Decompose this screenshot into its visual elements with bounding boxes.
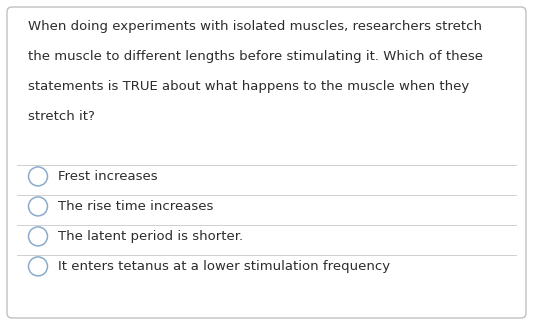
Text: It enters tetanus at a lower stimulation frequency: It enters tetanus at a lower stimulation… — [58, 260, 390, 273]
FancyBboxPatch shape — [7, 7, 526, 318]
Text: Frest increases: Frest increases — [58, 170, 158, 183]
Text: statements is TRUE about what happens to the muscle when they: statements is TRUE about what happens to… — [28, 80, 469, 93]
Text: the muscle to different lengths before stimulating it. Which of these: the muscle to different lengths before s… — [28, 50, 483, 63]
Text: The latent period is shorter.: The latent period is shorter. — [58, 230, 243, 243]
Text: When doing experiments with isolated muscles, researchers stretch: When doing experiments with isolated mus… — [28, 20, 482, 33]
Text: stretch it?: stretch it? — [28, 110, 95, 123]
Text: The rise time increases: The rise time increases — [58, 200, 213, 213]
